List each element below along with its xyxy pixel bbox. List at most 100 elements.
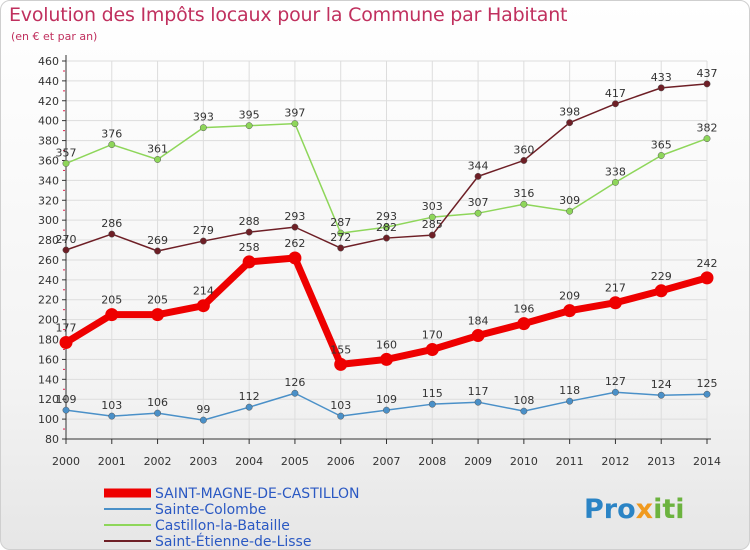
y-tick-label: 460	[38, 55, 59, 68]
data-label: 205	[147, 294, 168, 307]
legend-label: SAINT-MAGNE-DE-CASTILLON	[155, 486, 359, 502]
data-point	[245, 403, 253, 411]
data-label: 309	[559, 194, 580, 207]
data-point	[383, 406, 390, 414]
data-point	[474, 172, 482, 180]
data-label: 285	[422, 218, 443, 231]
data-point	[196, 299, 210, 313]
data-label: 270	[56, 233, 77, 246]
x-tick-label: 2004	[235, 455, 263, 468]
data-point	[657, 391, 665, 399]
data-point	[288, 251, 302, 265]
data-point	[566, 207, 574, 215]
data-point	[199, 124, 207, 132]
y-tick-label: 200	[38, 314, 59, 327]
data-label: 360	[513, 143, 534, 156]
data-point	[700, 271, 714, 285]
y-tick-label: 340	[38, 174, 59, 187]
data-point	[563, 304, 577, 318]
data-point	[154, 409, 162, 417]
data-label: 118	[559, 384, 580, 397]
data-point	[62, 246, 70, 254]
legend: SAINT-MAGNE-DE-CASTILLONSainte-ColombeCa…	[104, 486, 359, 550]
data-point	[245, 228, 253, 236]
x-tick-label: 2009	[464, 455, 492, 468]
x-tick-label: 2001	[98, 455, 126, 468]
chart-subtitle: (en € et par an)	[11, 30, 98, 43]
data-label: 398	[559, 106, 580, 119]
data-label: 288	[239, 215, 260, 228]
chart-title: Evolution des Impôts locaux pour la Comm…	[9, 4, 568, 26]
data-label: 376	[101, 128, 122, 141]
data-label: 361	[147, 142, 168, 155]
data-point	[62, 160, 70, 167]
legend-label: Saint-Étienne-de-Lisse	[155, 533, 311, 550]
data-label: 209	[559, 290, 580, 303]
data-label: 205	[101, 294, 122, 307]
data-label: 272	[330, 231, 351, 244]
data-label: 117	[468, 385, 489, 398]
data-point	[608, 296, 622, 310]
data-point	[62, 406, 70, 414]
data-point	[291, 120, 299, 128]
y-tick-label: 120	[38, 393, 59, 406]
data-label: 282	[376, 221, 397, 234]
data-point	[703, 80, 711, 88]
x-tick-label: 2012	[601, 455, 629, 468]
data-label: 125	[697, 377, 718, 390]
data-label: 155	[330, 343, 351, 356]
data-label: 279	[193, 224, 214, 237]
data-point	[383, 234, 390, 242]
y-tick-label: 220	[38, 294, 59, 307]
y-tick-label: 180	[38, 334, 59, 347]
y-tick-label: 360	[38, 154, 59, 167]
y-tick-label: 440	[38, 75, 59, 88]
data-label: 177	[56, 322, 77, 335]
y-tick-label: 380	[38, 135, 59, 148]
data-point	[654, 284, 668, 298]
data-point	[428, 213, 436, 221]
data-label: 127	[605, 375, 626, 388]
data-point	[520, 407, 528, 415]
y-tick-label: 160	[38, 353, 59, 366]
data-label: 103	[330, 399, 351, 412]
data-point	[291, 223, 299, 231]
data-point	[151, 308, 165, 322]
data-point	[611, 100, 619, 108]
data-label: 417	[605, 87, 626, 100]
data-label: 108	[513, 394, 534, 407]
data-label: 242	[697, 257, 718, 270]
x-tick-label: 2007	[373, 455, 401, 468]
data-label: 160	[376, 338, 397, 351]
data-label: 106	[147, 396, 168, 409]
data-point	[611, 178, 619, 186]
data-label: 109	[56, 393, 77, 406]
y-tick-label: 100	[38, 413, 59, 426]
data-point	[337, 412, 345, 420]
series-lines	[59, 80, 714, 424]
data-point	[471, 329, 485, 343]
data-label: 126	[284, 376, 305, 389]
y-tick-label: 420	[38, 95, 59, 108]
data-point	[337, 244, 345, 252]
data-label: 99	[196, 403, 210, 416]
x-tick-label: 2008	[418, 455, 446, 468]
data-point	[520, 200, 528, 208]
data-point	[657, 152, 665, 159]
data-label: 269	[147, 234, 168, 247]
y-tick-label: 300	[38, 214, 59, 227]
data-label: 170	[422, 328, 443, 341]
data-label: 115	[422, 387, 443, 400]
data-label: 196	[513, 303, 534, 316]
data-label: 286	[101, 217, 122, 230]
data-label: 124	[651, 378, 672, 391]
data-point	[428, 231, 436, 239]
y-tick-label: 260	[38, 254, 59, 267]
data-point	[334, 357, 348, 371]
data-label: 217	[605, 282, 626, 295]
data-label: 287	[330, 216, 351, 229]
x-tick-label: 2002	[144, 455, 172, 468]
y-tick-label: 320	[38, 194, 59, 207]
data-label: 338	[605, 165, 626, 178]
